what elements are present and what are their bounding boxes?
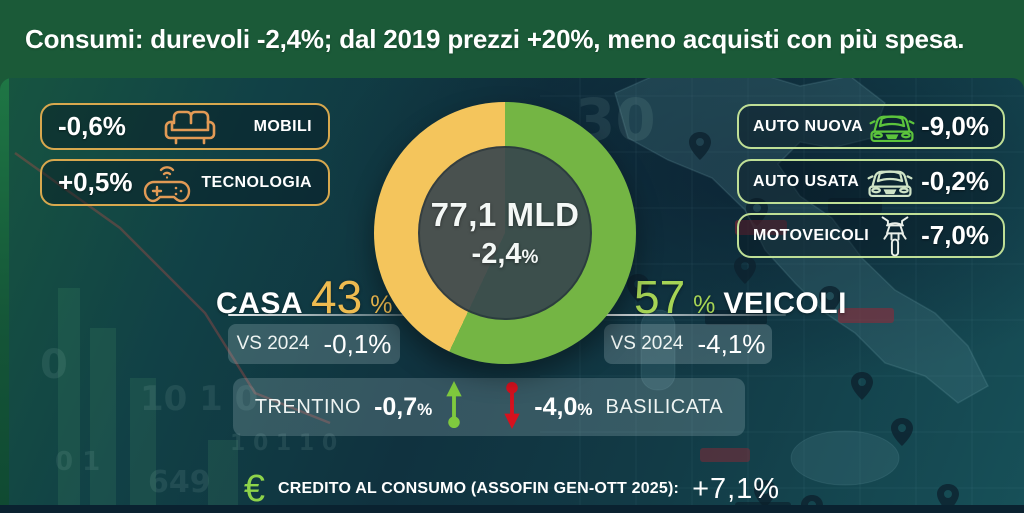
declining-line-decoration <box>14 151 331 425</box>
tecnologia-value: +0,5% <box>58 167 133 197</box>
casa-vs-value: -0,1% <box>323 328 392 359</box>
auto-usata-label: AUTO USATA <box>753 172 860 190</box>
casa-vs-2024-box: VS 2024 -0,1% <box>228 324 400 364</box>
motorcycle-icon <box>869 213 921 259</box>
header-bar: Consumi: durevoli -2,4%; dal 2019 prezzi… <box>0 0 1024 78</box>
car-used-icon <box>859 162 921 202</box>
motoveicoli-value: -7,0% <box>921 220 989 250</box>
worst-region-name: BASILICATA <box>605 395 724 418</box>
gamepad-icon <box>132 160 201 206</box>
veicoli-vs-value: -4,1% <box>697 328 766 359</box>
worst-region-value: -4,0% <box>534 392 593 421</box>
italy-map-shape <box>614 78 989 486</box>
consumer-credit-row: € CREDITO AL CONSUMO (ASSOFIN GEN-OTT 20… <box>212 466 812 512</box>
infographic-stage: 30 0 10 1 0 1 0 1 1 0 649 0 1 0 1 0 -0,6… <box>0 78 1024 513</box>
page-title: Consumi: durevoli -2,4%; dal 2019 prezzi… <box>25 23 965 54</box>
sofa-icon <box>126 106 254 148</box>
stat-box-auto-nuova: AUTO NUOVA -9,0% <box>737 104 1005 149</box>
mobili-value: -0,6% <box>58 111 126 141</box>
mobili-label: MOBILI <box>253 117 312 135</box>
best-region-value: -0,7% <box>374 392 433 421</box>
casa-divider <box>228 314 412 316</box>
svg-text:0: 0 <box>40 342 68 388</box>
credit-label: CREDITO AL CONSUMO (ASSOFIN GEN-OTT 2025… <box>278 480 680 497</box>
trend-up-icon <box>445 380 463 434</box>
svg-text:0 1: 0 1 <box>55 447 100 477</box>
bar-chart-decoration <box>58 288 238 513</box>
svg-text:1 0 1 1 0: 1 0 1 1 0 <box>230 431 337 456</box>
veicoli-vs-2024-box: VS 2024 -4,1% <box>604 324 772 364</box>
car-new-icon <box>863 107 921 147</box>
tecnologia-label: TECNOLOGIA <box>201 173 312 191</box>
motoveicoli-label: MOTOVEICOLI <box>753 226 870 244</box>
regions-box: TRENTINO -0,7% <box>233 378 745 436</box>
stat-box-motoveicoli: MOTOVEICOLI -7,0% <box>737 213 1005 258</box>
svg-text:649: 649 <box>148 465 211 500</box>
background-map-decoration: 30 0 10 1 0 1 0 1 1 0 649 0 1 0 1 0 <box>14 78 1024 513</box>
stat-box-auto-usata: AUTO USATA -0,2% <box>737 159 1005 204</box>
svg-text:10 1 0: 10 1 0 <box>140 379 258 419</box>
donut-chart: 77,1 MLD -2,4% <box>374 102 636 364</box>
best-region-name: TRENTINO <box>254 395 362 418</box>
donut-center: 77,1 MLD -2,4% <box>418 146 592 320</box>
bottom-dark-strip <box>0 505 1024 513</box>
left-edge-green-strip <box>0 78 9 513</box>
stat-box-mobili: -0,6% MOBILI <box>40 103 330 150</box>
veicoli-vs-label: VS 2024 <box>610 333 684 354</box>
donut-total-value: 77,1 MLD <box>430 195 580 233</box>
veicoli-divider <box>604 314 786 316</box>
donut-delta-value: -2,4% <box>471 237 539 270</box>
auto-nuova-label: AUTO NUOVA <box>753 117 864 135</box>
auto-nuova-value: -9,0% <box>921 111 989 141</box>
auto-usata-value: -0,2% <box>921 166 989 196</box>
stat-box-tecnologia: +0,5% TECNOLOGIA <box>40 159 330 206</box>
trend-down-icon <box>503 381 521 434</box>
casa-vs-label: VS 2024 <box>236 333 310 354</box>
credit-value: +7,1% <box>692 472 781 505</box>
euro-icon: € <box>243 468 266 510</box>
